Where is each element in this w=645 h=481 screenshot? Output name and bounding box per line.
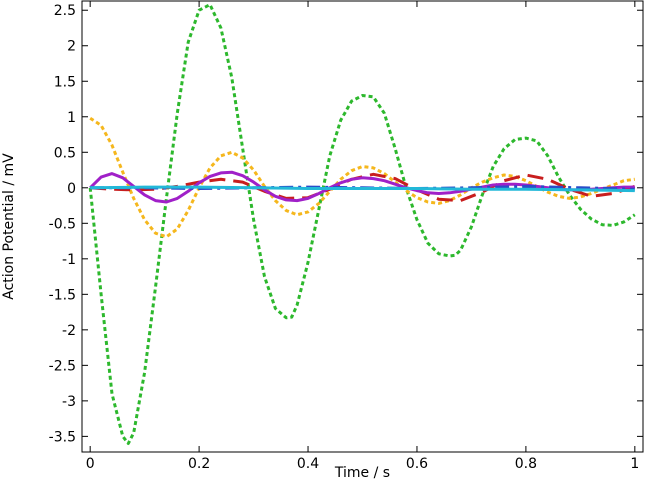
x-tick-label: 0.2 (188, 456, 210, 472)
y-tick-label: 0.5 (54, 145, 76, 161)
series-line-6 (90, 185, 635, 193)
x-tick-label: 0 (86, 456, 95, 472)
y-tick-label: -2 (62, 323, 76, 339)
y-axis-ticks: 2.5 2 1.5 1 0.5 0 -0.5 -1 -1.5 -2 -2.5 -3 -3.5 (49, 3, 643, 445)
y-tick-label: -3 (62, 394, 76, 410)
y-tick-label: 2 (67, 39, 76, 55)
y-tick-label: 0 (67, 181, 76, 197)
y-tick-label: -0.5 (49, 216, 76, 232)
series-line-1 (88, 3, 636, 445)
y-tick-label: 1 (67, 110, 76, 126)
y-tick-label: -1.5 (49, 287, 76, 303)
plot-frame (81, 0, 644, 453)
x-axis-title: Time / s (334, 465, 390, 481)
x-tick-label: 1 (630, 456, 639, 472)
y-tick-label: -2.5 (49, 358, 76, 374)
y-tick-label: 1.5 (54, 74, 76, 90)
x-tick-label: 0.6 (406, 456, 428, 472)
x-tick-label: 0.4 (297, 456, 319, 472)
y-tick-label: 2.5 (54, 3, 76, 19)
y-axis-title: Action Potential / mV (1, 153, 17, 300)
y-tick-label: -1 (62, 252, 76, 268)
series-layer (88, 3, 636, 445)
x-tick-label: 0.8 (515, 456, 537, 472)
x-axis-ticks: 0 0.2 0.4 0.6 0.8 1 (86, 1, 639, 472)
y-tick-label: -3.5 (49, 429, 76, 445)
